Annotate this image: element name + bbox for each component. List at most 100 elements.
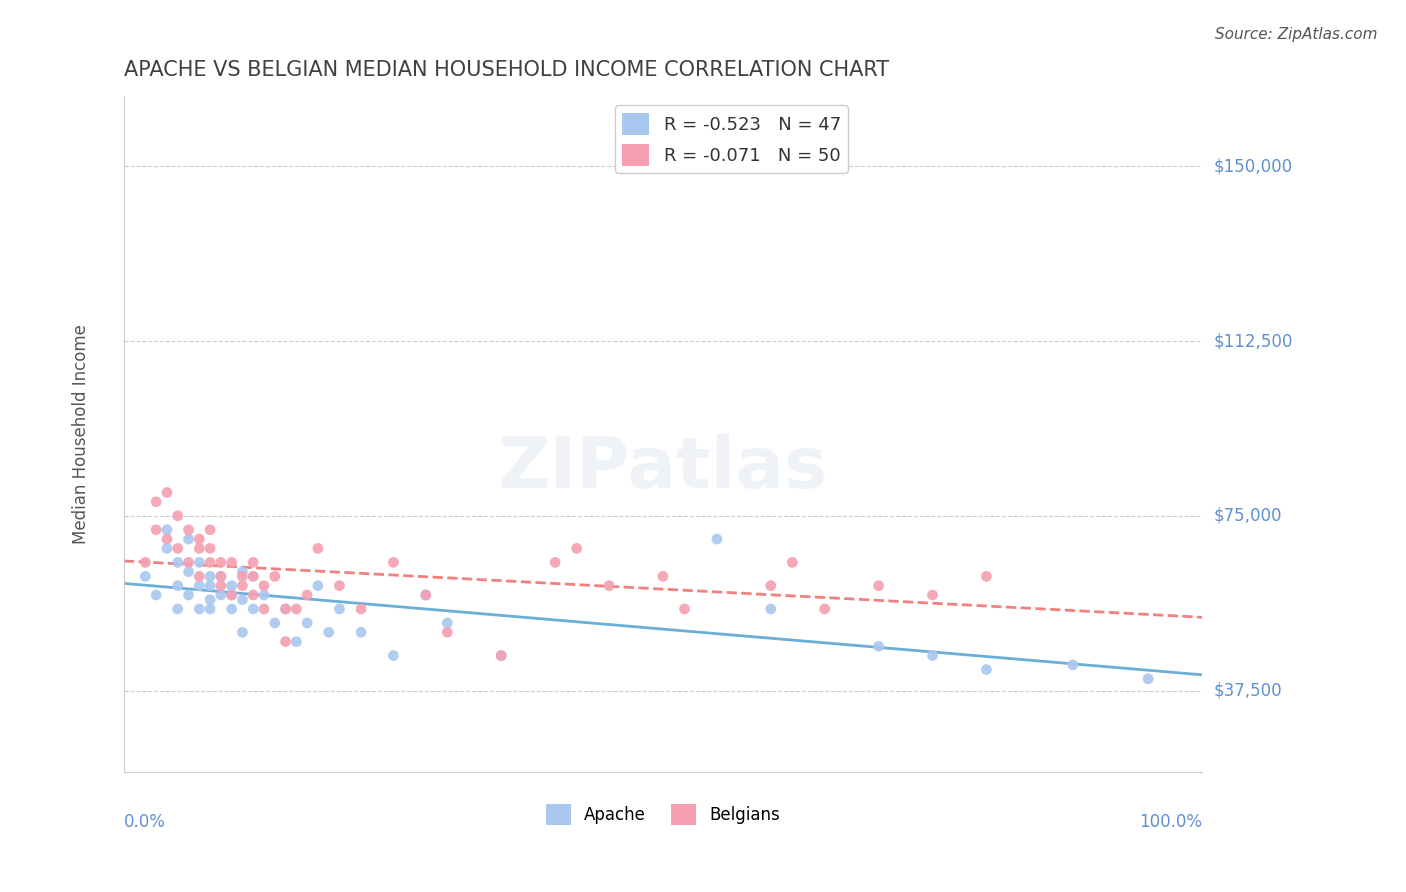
Point xyxy=(156,532,179,546)
Point xyxy=(673,602,696,616)
Text: 100.0%: 100.0% xyxy=(1139,813,1202,830)
Point xyxy=(177,555,200,569)
Point xyxy=(253,602,276,616)
Point xyxy=(307,541,329,556)
Point xyxy=(221,555,243,569)
Legend: Apache, Belgians: Apache, Belgians xyxy=(538,797,787,831)
Point xyxy=(350,625,373,640)
Point xyxy=(209,569,232,583)
Point xyxy=(921,588,943,602)
Point xyxy=(209,569,232,583)
Text: $150,000: $150,000 xyxy=(1213,157,1292,176)
Point xyxy=(209,555,232,569)
Point xyxy=(188,532,211,546)
Point xyxy=(209,579,232,593)
Point xyxy=(221,588,243,602)
Point xyxy=(814,602,837,616)
Point xyxy=(544,555,567,569)
Point xyxy=(231,579,253,593)
Point xyxy=(198,569,221,583)
Point xyxy=(274,634,297,648)
Point xyxy=(198,555,221,569)
Point xyxy=(976,569,998,583)
Point xyxy=(188,555,211,569)
Point xyxy=(350,602,373,616)
Point xyxy=(976,663,998,677)
Text: ZIPatlas: ZIPatlas xyxy=(498,434,828,502)
Point xyxy=(231,565,253,579)
Point xyxy=(868,639,890,653)
Point xyxy=(209,588,232,602)
Point xyxy=(782,555,804,569)
Point xyxy=(598,579,620,593)
Point xyxy=(415,588,437,602)
Point xyxy=(242,569,264,583)
Point xyxy=(221,588,243,602)
Point xyxy=(145,588,167,602)
Point xyxy=(145,523,167,537)
Point xyxy=(307,579,329,593)
Point xyxy=(156,485,179,500)
Point xyxy=(188,541,211,556)
Point xyxy=(198,602,221,616)
Point xyxy=(156,523,179,537)
Point xyxy=(285,602,308,616)
Point xyxy=(177,532,200,546)
Point xyxy=(177,565,200,579)
Point xyxy=(253,588,276,602)
Point xyxy=(231,592,253,607)
Point xyxy=(489,648,512,663)
Point xyxy=(706,532,728,546)
Point xyxy=(188,579,211,593)
Point xyxy=(868,579,890,593)
Point xyxy=(188,602,211,616)
Point xyxy=(198,579,221,593)
Point xyxy=(382,648,405,663)
Point xyxy=(274,602,297,616)
Point xyxy=(318,625,340,640)
Point xyxy=(156,541,179,556)
Point xyxy=(134,569,156,583)
Point xyxy=(166,602,188,616)
Point xyxy=(921,648,943,663)
Point xyxy=(759,579,782,593)
Point xyxy=(198,523,221,537)
Point xyxy=(253,579,276,593)
Point xyxy=(328,579,350,593)
Point xyxy=(134,555,156,569)
Point xyxy=(1137,672,1160,686)
Text: 0.0%: 0.0% xyxy=(124,813,166,830)
Text: $37,500: $37,500 xyxy=(1213,681,1282,699)
Text: Source: ZipAtlas.com: Source: ZipAtlas.com xyxy=(1215,27,1378,42)
Point xyxy=(295,615,318,630)
Point xyxy=(166,508,188,523)
Point xyxy=(242,569,264,583)
Point xyxy=(188,569,211,583)
Text: APACHE VS BELGIAN MEDIAN HOUSEHOLD INCOME CORRELATION CHART: APACHE VS BELGIAN MEDIAN HOUSEHOLD INCOM… xyxy=(124,60,889,79)
Point xyxy=(198,592,221,607)
Point xyxy=(295,588,318,602)
Point xyxy=(652,569,675,583)
Point xyxy=(242,555,264,569)
Text: $112,500: $112,500 xyxy=(1213,332,1292,350)
Point xyxy=(221,602,243,616)
Point xyxy=(263,569,285,583)
Text: Median Household Income: Median Household Income xyxy=(72,325,90,544)
Point xyxy=(415,588,437,602)
Point xyxy=(565,541,588,556)
Point xyxy=(166,555,188,569)
Point xyxy=(231,625,253,640)
Point xyxy=(382,555,405,569)
Point xyxy=(285,634,308,648)
Point xyxy=(759,602,782,616)
Point xyxy=(166,541,188,556)
Point xyxy=(489,648,512,663)
Point xyxy=(177,523,200,537)
Point xyxy=(145,495,167,509)
Text: $75,000: $75,000 xyxy=(1213,507,1282,524)
Point xyxy=(242,588,264,602)
Point xyxy=(328,602,350,616)
Point xyxy=(166,579,188,593)
Point xyxy=(436,625,458,640)
Point xyxy=(221,579,243,593)
